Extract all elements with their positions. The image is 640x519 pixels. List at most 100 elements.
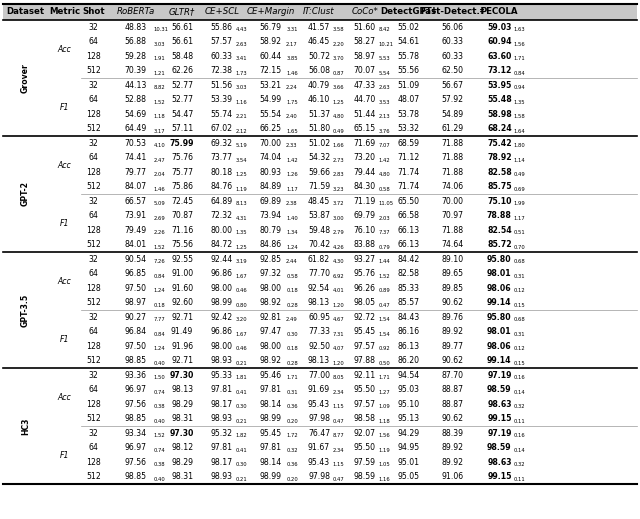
Text: 0.30: 0.30 [286, 332, 298, 337]
Text: 91.00: 91.00 [171, 269, 193, 278]
Text: 4.30: 4.30 [333, 260, 344, 264]
Text: 0.84: 0.84 [513, 71, 525, 76]
Text: 92.50: 92.50 [308, 342, 330, 351]
Text: 10.21: 10.21 [379, 42, 394, 47]
Text: 2.63: 2.63 [236, 42, 247, 47]
Text: 98.00: 98.00 [211, 284, 233, 293]
Text: 96.86: 96.86 [211, 327, 233, 336]
Text: 92.07: 92.07 [354, 429, 376, 438]
Text: 97.47: 97.47 [259, 327, 282, 336]
Text: 99.15: 99.15 [487, 414, 511, 424]
Text: 0.31: 0.31 [513, 274, 525, 279]
Text: 1.58: 1.58 [513, 114, 525, 119]
Text: 46.45: 46.45 [308, 37, 330, 46]
Text: 97.98: 97.98 [308, 414, 330, 424]
Text: 0.87: 0.87 [333, 71, 344, 76]
Text: 71.16: 71.16 [171, 226, 193, 235]
Text: 0.30: 0.30 [236, 462, 247, 468]
Text: 98.92: 98.92 [260, 356, 282, 365]
Text: 98.01: 98.01 [487, 269, 512, 278]
Text: 3.76: 3.76 [379, 129, 390, 134]
Text: 0.47: 0.47 [333, 419, 344, 424]
Text: 512: 512 [86, 124, 101, 133]
Text: Shot: Shot [83, 7, 105, 17]
Text: 84.76: 84.76 [211, 182, 233, 191]
Text: 83.88: 83.88 [354, 240, 376, 249]
Text: 8.42: 8.42 [379, 28, 390, 32]
Text: 98.63: 98.63 [487, 458, 511, 467]
Text: 90.54: 90.54 [125, 255, 147, 264]
Text: 5.19: 5.19 [236, 143, 247, 148]
Text: 78.92: 78.92 [487, 153, 512, 162]
Text: 84.86: 84.86 [259, 240, 282, 249]
Text: 79.44: 79.44 [353, 168, 376, 177]
Text: 0.69: 0.69 [513, 187, 525, 192]
Text: 84.43: 84.43 [397, 313, 420, 322]
Text: 1.44: 1.44 [379, 260, 390, 264]
Text: 51.60: 51.60 [354, 23, 376, 32]
Text: 92.72: 92.72 [354, 313, 376, 322]
Text: 75.86: 75.86 [171, 182, 193, 191]
Text: 95.43: 95.43 [308, 458, 330, 467]
Text: 89.92: 89.92 [442, 443, 463, 452]
Text: 89.92: 89.92 [442, 327, 463, 336]
Text: 95.43: 95.43 [308, 400, 330, 409]
Text: 98.17: 98.17 [211, 400, 233, 409]
Text: 7.37: 7.37 [379, 230, 390, 235]
Text: 0.84: 0.84 [154, 332, 165, 337]
Text: GLTR†: GLTR† [169, 7, 195, 17]
Text: 95.45: 95.45 [259, 429, 282, 438]
Text: 93.34: 93.34 [125, 429, 147, 438]
Text: 3.03: 3.03 [154, 42, 165, 47]
Text: 3.54: 3.54 [236, 158, 247, 163]
Text: 4.43: 4.43 [236, 28, 247, 32]
Text: 96.97: 96.97 [125, 385, 147, 394]
Text: 60.95: 60.95 [308, 313, 330, 322]
Text: 5.54: 5.54 [379, 71, 390, 76]
Text: CoCo*: CoCo* [351, 7, 378, 17]
Text: 44.13: 44.13 [125, 81, 147, 90]
Text: 0.32: 0.32 [513, 404, 525, 409]
Text: 73.77: 73.77 [211, 153, 233, 162]
Text: 3.17: 3.17 [154, 129, 165, 134]
Text: 90.62: 90.62 [442, 298, 463, 307]
Text: 2.44: 2.44 [286, 260, 298, 264]
Text: 55.54: 55.54 [259, 110, 282, 119]
Text: 98.59: 98.59 [354, 472, 376, 481]
Text: 5.53: 5.53 [379, 57, 390, 61]
Text: 57.57: 57.57 [211, 37, 233, 46]
Text: 73.12: 73.12 [487, 66, 511, 75]
Text: 97.81: 97.81 [259, 443, 282, 452]
Text: 94.54: 94.54 [397, 371, 420, 380]
Text: 512: 512 [86, 414, 101, 424]
Text: 74.64: 74.64 [442, 240, 463, 249]
Text: 512: 512 [86, 182, 101, 191]
Text: 63.60: 63.60 [487, 52, 511, 61]
Text: 69.79: 69.79 [354, 211, 376, 220]
Text: 1.40: 1.40 [286, 216, 298, 221]
Text: 59.66: 59.66 [308, 168, 330, 177]
Text: 97.32: 97.32 [260, 269, 282, 278]
Text: 98.06: 98.06 [487, 284, 512, 293]
Text: 97.50: 97.50 [125, 284, 147, 293]
Text: 86.13: 86.13 [397, 342, 419, 351]
Text: 98.85: 98.85 [125, 414, 147, 424]
Text: 0.14: 0.14 [513, 390, 525, 395]
Text: 54.89: 54.89 [442, 110, 463, 119]
Text: 2.33: 2.33 [286, 143, 298, 148]
Text: 71.19: 71.19 [353, 197, 376, 206]
Text: 86.20: 86.20 [397, 356, 419, 365]
Text: 0.31: 0.31 [513, 332, 525, 337]
Text: 1.52: 1.52 [154, 433, 165, 439]
Text: 98.93: 98.93 [211, 414, 233, 424]
Text: 71.69: 71.69 [354, 139, 376, 148]
Text: 7.77: 7.77 [154, 317, 165, 322]
Text: 99.14: 99.14 [487, 298, 512, 307]
Text: 32: 32 [89, 371, 99, 380]
Text: 90.62: 90.62 [442, 414, 463, 424]
Text: 8.82: 8.82 [154, 85, 165, 90]
Text: 55.56: 55.56 [397, 66, 419, 75]
Text: 98.05: 98.05 [354, 298, 376, 307]
Text: 71.12: 71.12 [397, 153, 420, 162]
Text: 0.46: 0.46 [236, 346, 247, 351]
